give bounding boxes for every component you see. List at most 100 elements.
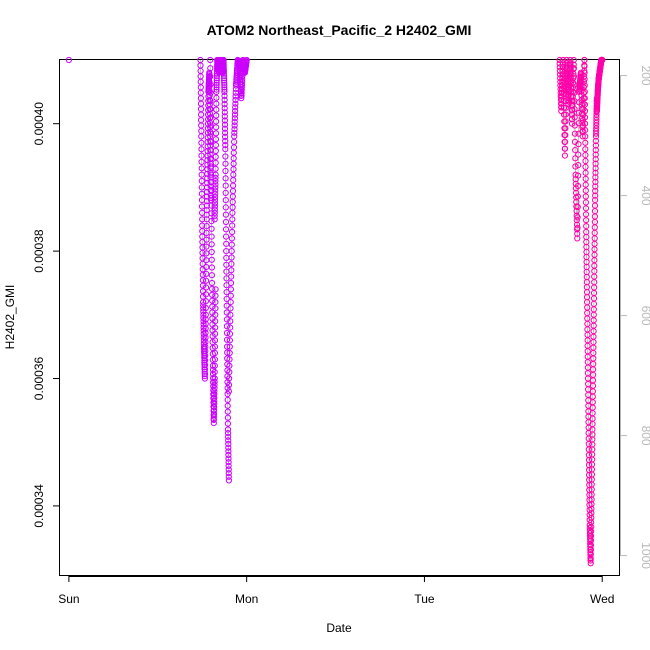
data-point [198, 165, 205, 172]
data-point [222, 175, 229, 182]
data-point [212, 181, 219, 188]
data-point [65, 56, 73, 64]
y-right-tick-label: 800 [639, 426, 650, 446]
data-point [222, 129, 229, 136]
x-tick-label: Sun [58, 592, 79, 606]
data-point [563, 56, 570, 64]
data-point [224, 414, 231, 421]
data-point [221, 81, 228, 89]
data-point [213, 100, 220, 107]
data-point [570, 65, 578, 72]
data-point [575, 141, 582, 148]
data-point [211, 375, 218, 382]
data-point [202, 311, 209, 318]
data-point [227, 292, 234, 299]
data-point [209, 362, 216, 369]
data-point [212, 136, 219, 143]
data-point [204, 157, 211, 164]
data-point [212, 324, 219, 331]
data-point [207, 151, 214, 158]
data-point [577, 74, 585, 81]
data-point [221, 109, 228, 116]
data-point [228, 267, 235, 274]
data-point [225, 451, 232, 459]
data-point [211, 349, 218, 357]
data-point [582, 205, 590, 212]
data-point [211, 397, 218, 404]
data-point [227, 286, 234, 293]
data-point [204, 179, 211, 186]
data-point [212, 184, 219, 191]
data-point [565, 98, 572, 105]
data-point [583, 223, 590, 230]
data-point [587, 537, 595, 544]
data-point [203, 270, 210, 277]
data-point [201, 368, 208, 375]
data-point [221, 75, 228, 82]
data-point [221, 101, 228, 108]
data-point [221, 117, 228, 124]
data-point [211, 203, 218, 210]
data-point [207, 73, 214, 80]
data-point [202, 334, 209, 341]
data-point [575, 151, 582, 158]
data-point [220, 63, 227, 70]
data-point [208, 248, 215, 256]
data-point [225, 477, 232, 484]
data-point [212, 299, 219, 306]
data-point [587, 551, 594, 558]
data-point [231, 111, 239, 118]
data-point [573, 208, 580, 215]
data-point [202, 343, 209, 350]
data-point [573, 221, 581, 228]
data-point [208, 279, 216, 287]
data-point [582, 181, 589, 188]
data-point [202, 357, 209, 364]
data-point [562, 132, 569, 139]
data-point [200, 305, 207, 312]
data-point [227, 279, 235, 287]
data-point [582, 152, 589, 159]
data-point [202, 352, 209, 359]
y-axis-left: 0.00034 0.00036 0.00038 0.00040 [32, 102, 60, 528]
data-point [207, 97, 214, 105]
data-point [213, 106, 220, 113]
data-point [224, 402, 231, 409]
data-point [221, 105, 228, 112]
data-point [578, 96, 585, 104]
data-point [207, 106, 214, 113]
data-point [211, 213, 218, 220]
data-point [202, 325, 209, 332]
data-point [213, 94, 220, 101]
data-point [221, 121, 229, 128]
data-point [202, 329, 209, 337]
y-right-tick-label: 600 [639, 306, 650, 326]
data-point [198, 133, 205, 140]
data-point [222, 137, 229, 145]
data-point [213, 88, 220, 96]
data-point [212, 147, 219, 155]
data-point [227, 311, 234, 318]
data-point [225, 381, 233, 388]
data-point [212, 171, 219, 178]
data-point [223, 289, 230, 296]
data-point [592, 169, 599, 176]
data-point [223, 240, 230, 247]
data-point [206, 115, 214, 122]
data-point [572, 147, 579, 154]
data-point [211, 209, 218, 216]
data-point [582, 146, 589, 153]
data-point [203, 223, 210, 230]
data-point [231, 129, 238, 136]
data-point [212, 292, 219, 299]
chart-title: ATOM2 Northeast_Pacific_2 H2402_GMI [207, 22, 472, 38]
data-point [207, 81, 214, 88]
data-point [221, 125, 229, 132]
data-point [228, 260, 235, 267]
data-point [221, 77, 228, 84]
data-point [201, 375, 208, 382]
data-point [232, 96, 239, 104]
data-point [204, 175, 211, 182]
data-point [581, 114, 589, 121]
data-point [573, 217, 580, 224]
